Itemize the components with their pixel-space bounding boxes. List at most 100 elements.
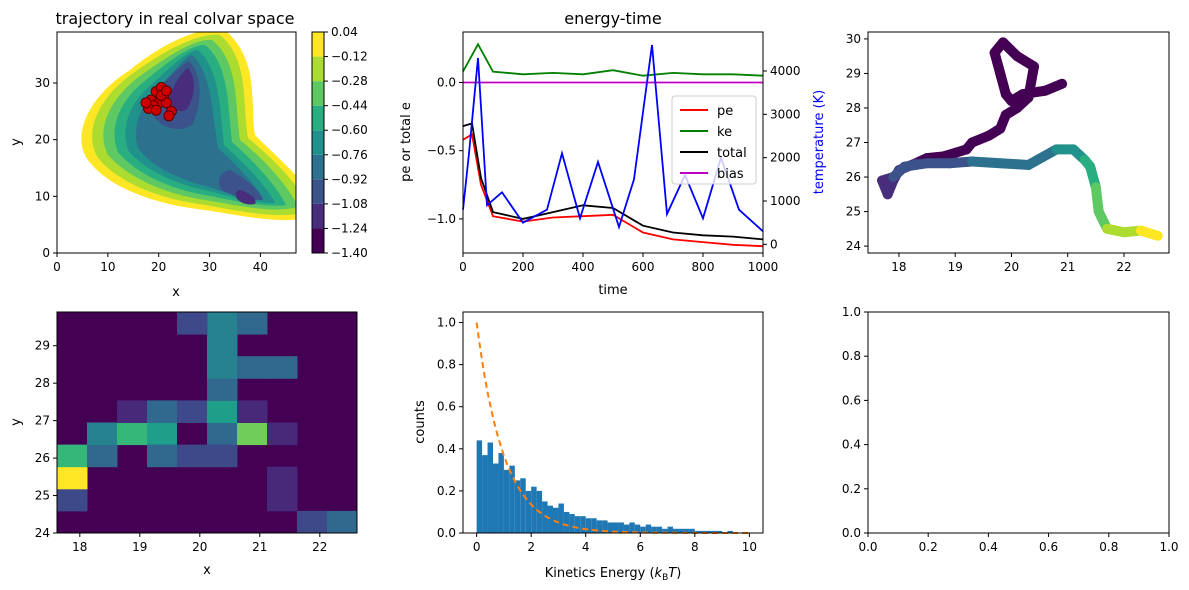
panel4-y-tick-label: 26 xyxy=(35,451,50,465)
panel1-ylabel: y xyxy=(9,138,24,146)
trajectory-points xyxy=(140,82,177,122)
heatmap-cell xyxy=(177,312,208,335)
histogram-bar xyxy=(563,511,570,533)
histogram-bar xyxy=(678,528,684,533)
trajectory-segment xyxy=(1135,225,1163,241)
panel5-frame xyxy=(462,311,764,534)
heatmap-cell xyxy=(207,422,238,446)
panel3-x-tick-label: 19 xyxy=(948,260,963,274)
trajectory-scatter-points xyxy=(877,37,1163,241)
panel3-xticks: 18 19 20 21 22 xyxy=(891,253,1132,274)
panel5-y-tick-label: 0.4 xyxy=(437,442,456,456)
heatmap-cell xyxy=(267,422,298,446)
panel2-y-tick-label: −1.0 xyxy=(427,212,456,226)
panel2-xticks: 0 200 400 600 800 1000 xyxy=(459,253,778,274)
panel4-ylabel: y xyxy=(9,418,24,426)
panel6-y-tick-label: 0.8 xyxy=(842,349,861,363)
panel5-x-tick-label: 6 xyxy=(636,540,644,554)
histogram-bar xyxy=(623,524,630,533)
histogram-bar xyxy=(493,463,499,533)
series-line-temperature xyxy=(462,44,764,232)
histogram-bar xyxy=(482,455,488,533)
colorbar-tick-label: −1.08 xyxy=(331,197,368,211)
histogram-bar xyxy=(509,465,515,533)
histogram-bar xyxy=(629,522,635,533)
panel-colvar-contour: trajectory in real colvar space 0 10 20 30 4… xyxy=(9,9,368,300)
histogram-bar xyxy=(607,522,613,533)
colorbar-tick-label: −0.28 xyxy=(331,74,368,88)
heatmap-cell xyxy=(237,312,268,335)
histogram-bar xyxy=(503,469,510,533)
trajectory-point xyxy=(163,110,175,122)
histogram-bar xyxy=(711,530,717,533)
contour-plot xyxy=(81,32,296,221)
colorbar-tick-label: −0.92 xyxy=(331,172,368,186)
panel1-frame xyxy=(56,31,297,254)
histogram-bar xyxy=(591,518,597,533)
histogram-bar xyxy=(640,526,646,533)
histogram-bar xyxy=(569,514,575,533)
panel2-ylabel: pe or total e xyxy=(399,102,414,182)
colorbar-tick-label: −0.12 xyxy=(331,50,368,64)
panel2-y2-tick-label: 3000 xyxy=(770,107,801,121)
panel1-yticks: 0 10 20 30 xyxy=(35,76,57,260)
colorbar-segment xyxy=(312,130,324,155)
histogram-bar xyxy=(596,520,603,533)
panel2-title: energy-time xyxy=(564,9,661,28)
heatmap-cell xyxy=(117,422,148,446)
panel2-y2-tick-label: 0 xyxy=(770,237,778,251)
heatmap-cell xyxy=(207,400,238,423)
colorbar: 0.04 −0.12 −0.28 −0.44 −0.60 −0.76 −0.92 −1.08 −… xyxy=(311,25,368,260)
heatmap-cell xyxy=(177,422,208,446)
contour-level-8 xyxy=(218,170,262,200)
panel3-x-tick-label: 21 xyxy=(1060,260,1075,274)
panel2-frame xyxy=(462,31,764,254)
panel5-x-tick-label: 0 xyxy=(473,540,481,554)
panel1-y-tick-label: 30 xyxy=(35,76,50,90)
legend-box xyxy=(671,95,757,185)
heatmap-cell xyxy=(237,356,268,379)
colorbar-tick-label: 0.04 xyxy=(331,25,358,39)
heatmap-cell xyxy=(237,400,268,423)
histogram-bar xyxy=(634,524,641,533)
histogram-bar xyxy=(645,524,652,533)
contour-level-9 xyxy=(169,68,194,112)
histogram-bar xyxy=(651,526,657,533)
heatmap-cells xyxy=(57,312,358,534)
panel5-y-tick-label: 0.2 xyxy=(437,484,456,498)
legend-label-total: total xyxy=(717,146,747,161)
heatmap-cell xyxy=(237,422,268,446)
histogram-bar xyxy=(689,528,695,533)
panel4-yticks: 24 25 26 27 28 29 xyxy=(35,339,57,540)
heatmap-cell xyxy=(207,378,238,401)
panel3-y-tick-label: 29 xyxy=(846,66,861,80)
panel1-y-tick-label: 20 xyxy=(35,133,50,147)
histogram-bar xyxy=(667,526,673,533)
colorbar-tick-label: −0.60 xyxy=(331,123,368,137)
panel2-yticks: 0.0 −0.5 −1.0 xyxy=(427,75,463,226)
panel1-xlabel: x xyxy=(172,285,180,300)
panel2-y2-tick-label: 4000 xyxy=(770,64,801,78)
panel1-x-tick-label: 40 xyxy=(253,260,268,274)
contour-level-10 xyxy=(235,190,256,205)
panel1-xticks: 0 10 20 30 40 xyxy=(53,253,268,274)
colorbar-tick-label: −0.44 xyxy=(331,99,368,113)
panel6-y-tick-label: 0.2 xyxy=(842,482,861,496)
heatmap-cell xyxy=(87,444,118,468)
panel6-x-tick-label: 0.0 xyxy=(858,540,877,554)
histogram-bar xyxy=(542,501,548,533)
heatmap-cell xyxy=(177,400,208,423)
panel1-x-tick-label: 20 xyxy=(151,260,166,274)
panel1-x-tick-label: 10 xyxy=(100,260,115,274)
colorbar-segment xyxy=(312,56,324,82)
panel6-x-tick-label: 0.6 xyxy=(1039,540,1058,554)
heatmap-cell xyxy=(177,444,208,468)
panel5-y-tick-label: 1.0 xyxy=(437,316,456,330)
panel4-y-tick-label: 27 xyxy=(35,414,50,428)
histogram-bar xyxy=(498,453,504,533)
colorbar-segment xyxy=(312,179,324,204)
histogram-bar xyxy=(558,503,564,533)
panel2-x-tick-label: 0 xyxy=(459,260,467,274)
histogram-bar xyxy=(525,490,532,533)
panel4-xticks: 18 19 20 21 22 xyxy=(72,533,327,554)
